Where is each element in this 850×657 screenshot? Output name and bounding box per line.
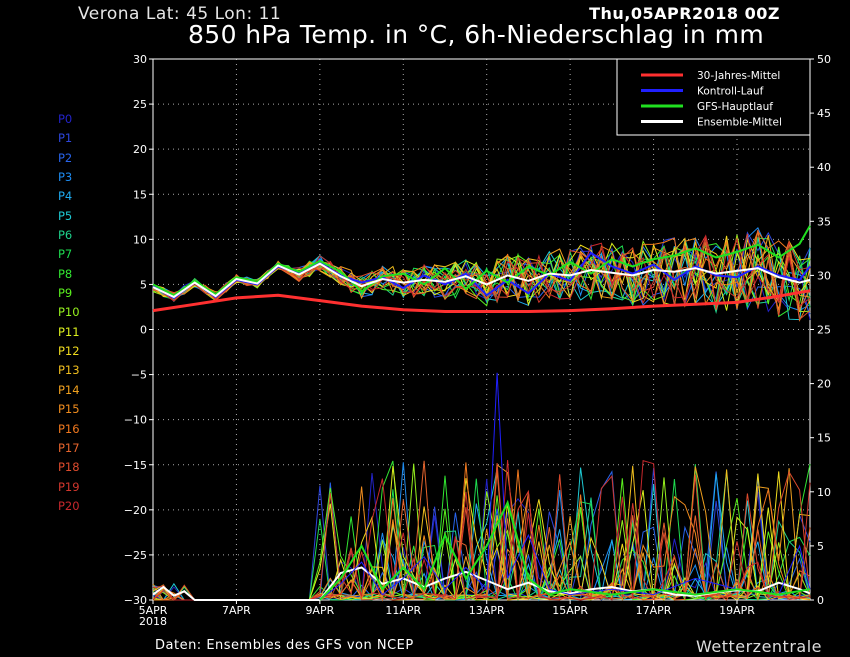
precip-line [319,499,811,601]
member-label: P17 [58,440,80,455]
y-left-tick-label: 0 [140,324,147,337]
y-right-tick-label: 50 [817,53,831,66]
member-label: P18 [58,460,80,475]
y-left-tick-label: 5 [140,278,147,291]
member-label: P20 [58,498,80,513]
y-right-tick-label: 20 [817,378,831,391]
temp-line [152,225,811,297]
y-left-tick-label: 30 [133,53,147,66]
location-label: Verona Lat: 45 Lon: 11 [78,4,282,24]
x-tick-label: 15APR [552,604,588,617]
ensemble-member-temp [152,231,811,312]
legend: 30-Jahres-Mittel Kontroll-Lauf GFS-Hauptla… [616,58,811,136]
member-label: P5 [58,208,73,223]
y-right-tick-label: 30 [817,269,831,282]
y-left-tick-label: −5 [131,369,147,382]
x-tick-label: 19APR [719,604,755,617]
y-left-tick-label: 20 [133,143,147,156]
grid [153,59,810,600]
y-left-tick-label: 15 [133,188,147,201]
legend-label: GFS-Hauptlauf [697,101,773,113]
chart-title: 850 hPa Temp. in °C, 6h-Niederschlag in … [188,20,765,49]
member-label: P6 [58,228,73,243]
series-lines [152,225,811,601]
temp-line [152,262,811,299]
x-tick-label: 11APR [385,604,421,617]
x-tick-label: 7APR [222,604,251,617]
x-tick-label: 13APR [469,604,505,617]
y-right-tick-label: 25 [817,324,831,337]
y-right-tick-label: 10 [817,486,831,499]
run-date: Thu,05APR2018 00Z [589,4,780,23]
member-label: P14 [58,382,80,397]
member-label: P0 [58,112,73,126]
y-right-tick-label: 35 [817,215,831,228]
x-tick-label: 5APR [139,604,168,617]
member-label: P13 [58,363,80,378]
x-tick-sublabel: 2018 [139,615,167,628]
y-right-tick-label: 40 [817,161,831,174]
member-label: P10 [58,305,80,320]
y-left-tick-label: 10 [133,233,147,246]
y-right-tick-label: 5 [817,540,824,553]
data-credit: Daten: Ensembles des GFS von NCEP [155,638,414,653]
legend-label: 30-Jahres-Mittel [697,70,780,82]
member-label: P15 [58,402,80,417]
member-list: P0 P1 P2 P3 P4 P5 P6 P7 P8 P9 P10 P11 P12 P13 P14 P15 P1… [58,110,80,516]
y-left-tick-label: −10 [124,414,147,427]
legend-label: Ensemble-Mittel [697,117,782,129]
member-label: P8 [58,266,73,281]
y-right-tick-label: 0 [817,594,824,607]
member-label: P7 [58,247,73,262]
y-left-tick-label: −15 [124,459,147,472]
precip-line [319,372,811,601]
legend-label: Kontroll-Lauf [697,86,764,98]
y-left-tick-label: −20 [124,504,147,517]
y-left-tick-label: −30 [124,594,147,607]
y-left-tick-label: 25 [133,98,147,111]
member-label: P2 [58,150,73,165]
member-label: P19 [58,479,80,494]
member-label: P1 [58,131,73,146]
y-left-tick-label: −25 [124,549,147,562]
y-right-tick-label: 15 [817,432,831,445]
temp-line [152,289,811,313]
x-tick-label: 17APR [636,604,672,617]
member-label: P4 [58,189,73,204]
brand-label: Wetterzentrale [695,637,822,656]
y-right-tick-label: 45 [817,107,831,120]
member-label: P3 [58,170,73,185]
x-tick-label: 9APR [305,604,334,617]
member-label: P16 [58,421,80,436]
axes: −30 −25 −20 −15 −10 −5 0 5 10 15 20 25 30 0 5 10 15 20 25 3… [124,53,831,628]
member-label: P11 [58,324,80,339]
member-label: P12 [58,344,80,359]
member-label: P9 [58,286,73,301]
